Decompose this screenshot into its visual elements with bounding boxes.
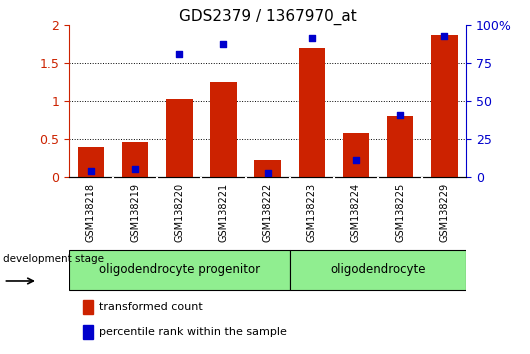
Bar — [431, 35, 457, 177]
Text: GSM138221: GSM138221 — [218, 183, 228, 242]
Text: oligodendrocyte progenitor: oligodendrocyte progenitor — [99, 263, 260, 275]
Text: GSM138220: GSM138220 — [174, 183, 184, 242]
Bar — [298, 47, 325, 177]
Point — [440, 33, 448, 39]
Point — [396, 112, 404, 118]
Text: GSM138219: GSM138219 — [130, 183, 140, 242]
Text: development stage: development stage — [4, 254, 104, 264]
FancyBboxPatch shape — [69, 250, 290, 290]
Text: transformed count: transformed count — [99, 302, 202, 313]
Point — [263, 170, 272, 176]
Text: GSM138225: GSM138225 — [395, 183, 405, 242]
Point — [219, 41, 228, 47]
Point — [131, 167, 139, 172]
Bar — [83, 300, 93, 314]
Bar — [343, 133, 369, 177]
Text: percentile rank within the sample: percentile rank within the sample — [99, 327, 287, 337]
Point — [87, 168, 95, 174]
Bar — [387, 116, 413, 177]
Text: oligodendrocyte: oligodendrocyte — [330, 263, 426, 275]
Text: GSM138222: GSM138222 — [263, 183, 272, 242]
Text: GSM138218: GSM138218 — [86, 183, 96, 242]
Point — [352, 158, 360, 163]
Point — [307, 36, 316, 41]
Text: GSM138224: GSM138224 — [351, 183, 361, 242]
FancyBboxPatch shape — [290, 250, 466, 290]
Title: GDS2379 / 1367970_at: GDS2379 / 1367970_at — [179, 8, 357, 25]
Bar — [166, 99, 192, 177]
Bar — [83, 325, 93, 339]
Bar — [122, 142, 148, 177]
Bar — [78, 147, 104, 177]
Point — [175, 51, 183, 57]
Text: GSM138229: GSM138229 — [439, 183, 449, 242]
Text: GSM138223: GSM138223 — [307, 183, 317, 242]
Bar — [210, 82, 237, 177]
Bar — [254, 160, 281, 177]
